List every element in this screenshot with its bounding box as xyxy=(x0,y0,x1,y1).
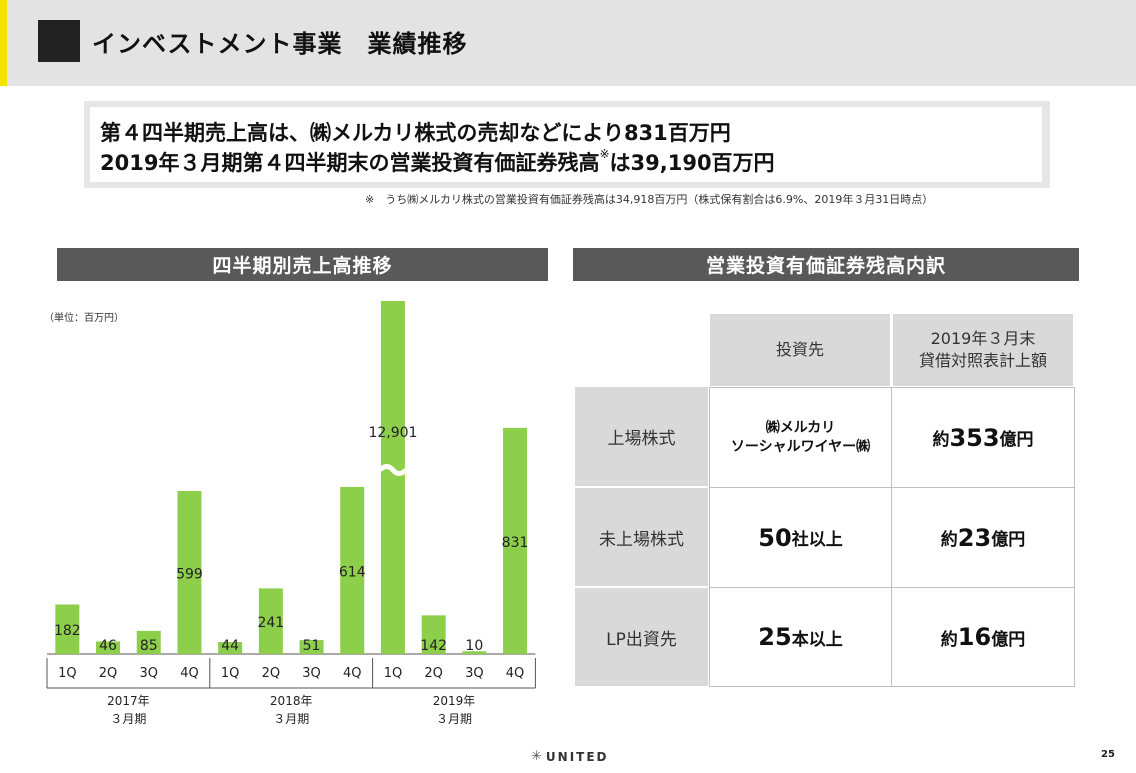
lp-amount-prefix: 約 xyxy=(940,629,958,650)
summary-line-2-post: は39,190百万円 xyxy=(609,151,775,175)
table-section-title: 営業投資有価証券残高内訳 xyxy=(573,248,1079,281)
data-label: 51 xyxy=(303,638,321,654)
data-label: 241 xyxy=(257,615,284,631)
unlisted-amount-prefix: 約 xyxy=(940,530,958,550)
bar xyxy=(177,491,202,654)
group-label-year: 2019年 xyxy=(433,694,476,708)
category-label: 3Q xyxy=(465,666,484,681)
data-label: 831 xyxy=(502,535,529,551)
logo-star-icon: ✳ xyxy=(531,749,542,764)
cell-listed-targets: ㈱メルカリ ソーシャルワイヤー㈱ xyxy=(709,387,892,488)
bar xyxy=(299,640,324,654)
lp-amount-unit: 億円 xyxy=(991,629,1026,650)
bar xyxy=(340,486,365,654)
quarterly-sales-chart: 182 1Q 46 2Q 85 3Q 599 4Q 44 1Q 241 2Q 51 3Q 614 4Q 12,9… xyxy=(46,301,536,726)
summary-line-1: 第４四半期売上高は、㈱メルカリ株式の売却などにより831百万円 xyxy=(100,121,731,145)
row-label-lp: LP出資先 xyxy=(575,588,708,686)
bar xyxy=(218,642,243,654)
category-label: 2Q xyxy=(424,666,443,681)
listed-target-1: ㈱メルカリ xyxy=(765,419,836,436)
logo-text: UNITED xyxy=(545,749,609,764)
bar xyxy=(380,301,405,654)
summary-inner: 第４四半期売上高は、㈱メルカリ株式の売却などにより831百万円 2019年３月期… xyxy=(90,107,1042,182)
bar xyxy=(55,604,80,654)
category-label: 3Q xyxy=(302,666,321,681)
category-label: 2Q xyxy=(99,666,118,681)
category-label: 4Q xyxy=(343,666,362,681)
category-label: 1Q xyxy=(58,666,77,681)
summary-line-2-pre: 2019年３月期第４四半期末の営業投資有価証券残高 xyxy=(100,151,600,175)
row-label-unlisted: 未上場株式 xyxy=(575,488,708,586)
bar xyxy=(96,641,121,654)
lp-target-unit: 本以上 xyxy=(791,629,843,650)
table-header-target-label: 投資先 xyxy=(775,340,824,359)
data-label: 10 xyxy=(465,638,483,654)
header-accent-stripe xyxy=(0,0,7,86)
summary-box: 第４四半期売上高は、㈱メルカリ株式の売却などにより831百万円 2019年３月期… xyxy=(84,101,1050,188)
category-label: 3Q xyxy=(139,666,158,681)
page-title: インベストメント事業 業績推移 xyxy=(92,30,468,58)
footnote: ※ うち㈱メルカリ株式の営業投資有価証券残高は34,918百万円（株式保有割合は… xyxy=(365,193,934,206)
data-label: 85 xyxy=(140,638,158,654)
cell-lp-amount: 約 16 億円 xyxy=(891,587,1075,687)
bar xyxy=(503,427,528,654)
group-label-year: 2018年 xyxy=(270,694,313,708)
table-header-amount-line1: 2019年３月末 xyxy=(930,329,1036,348)
bar xyxy=(258,588,283,654)
bar xyxy=(136,630,161,654)
listed-target-2: ソーシャルワイヤー㈱ xyxy=(730,438,871,455)
group-label-period: ３月期 xyxy=(436,712,472,726)
chart-unit-label: （単位：百万円） xyxy=(44,313,124,324)
unlisted-target-number: 50 xyxy=(758,523,792,552)
header-square-icon xyxy=(38,20,80,62)
table-header-amount: 2019年３月末 貸借対照表計上額 xyxy=(893,314,1073,386)
data-label: 46 xyxy=(99,638,117,654)
cell-unlisted-targets: 50 社以上 xyxy=(709,487,892,588)
cell-listed-amount: 約 353 億円 xyxy=(891,387,1075,488)
data-label: 182 xyxy=(54,623,81,639)
category-label: 2Q xyxy=(262,666,281,681)
axis-break-mark xyxy=(378,464,408,476)
lp-amount-number: 16 xyxy=(957,623,992,651)
data-label: 599 xyxy=(176,567,203,583)
lp-target-number: 25 xyxy=(758,623,792,651)
table-header-amount-line2: 貸借対照表計上額 xyxy=(918,351,1047,370)
row-label-listed-text: 上場株式 xyxy=(607,429,676,449)
category-label: 1Q xyxy=(384,666,403,681)
group-label-period: ３月期 xyxy=(273,712,309,726)
listed-amount-number: 353 xyxy=(949,423,1000,452)
unlisted-amount-unit: 億円 xyxy=(991,530,1026,550)
category-label: 4Q xyxy=(506,666,525,681)
cell-unlisted-amount: 約 23 億円 xyxy=(891,487,1075,588)
group-label-period: ３月期 xyxy=(110,712,146,726)
row-label-listed: 上場株式 xyxy=(575,387,708,486)
data-label: 44 xyxy=(221,638,239,654)
data-label: 142 xyxy=(420,638,447,654)
bar xyxy=(462,651,487,654)
summary-note-mark: ※ xyxy=(599,147,610,161)
cell-lp-targets: 25 本以上 xyxy=(709,587,892,687)
data-label: 614 xyxy=(339,564,366,580)
row-label-unlisted-text: 未上場株式 xyxy=(599,529,684,550)
header-bar: インベストメント事業 業績推移 xyxy=(0,0,1136,86)
unlisted-amount-number: 23 xyxy=(957,523,992,552)
row-label-lp-text: LP出資先 xyxy=(606,629,677,650)
table-header-target: 投資先 xyxy=(710,314,890,386)
page-number: 25 xyxy=(1101,749,1115,760)
listed-amount-prefix: 約 xyxy=(932,430,950,450)
group-label-year: 2017年 xyxy=(107,694,150,708)
bar xyxy=(421,615,446,654)
chart-section-title: 四半期別売上高推移 xyxy=(57,248,548,281)
listed-amount-unit: 億円 xyxy=(999,430,1034,450)
category-label: 4Q xyxy=(180,666,199,681)
summary-line-2: 2019年３月期第４四半期末の営業投資有価証券残高※は39,190百万円 xyxy=(100,147,775,177)
data-label: 12,901 xyxy=(368,425,417,441)
united-logo: ✳ UNITED xyxy=(531,749,609,764)
category-label: 1Q xyxy=(221,666,240,681)
unlisted-target-unit: 社以上 xyxy=(791,530,843,550)
